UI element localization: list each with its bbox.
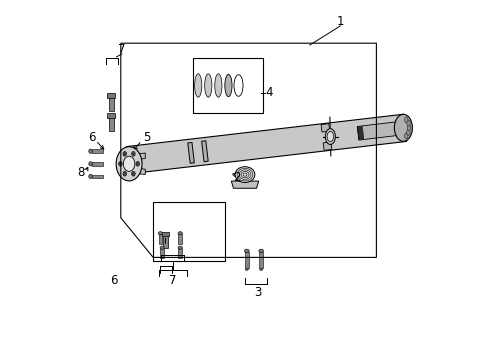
Bar xyxy=(92,149,103,153)
Ellipse shape xyxy=(132,152,135,156)
Ellipse shape xyxy=(327,131,334,141)
Polygon shape xyxy=(202,141,208,162)
Ellipse shape xyxy=(407,125,411,131)
Ellipse shape xyxy=(205,74,212,97)
Text: 8: 8 xyxy=(77,166,85,179)
Polygon shape xyxy=(126,114,407,174)
Ellipse shape xyxy=(119,161,122,166)
Polygon shape xyxy=(321,124,330,132)
Bar xyxy=(163,235,168,248)
Ellipse shape xyxy=(160,246,164,249)
Text: 1: 1 xyxy=(337,15,344,28)
Ellipse shape xyxy=(404,117,408,122)
Polygon shape xyxy=(323,142,332,150)
Ellipse shape xyxy=(89,149,92,153)
Ellipse shape xyxy=(89,174,92,179)
Ellipse shape xyxy=(407,120,410,126)
Text: 6: 6 xyxy=(88,131,96,144)
Ellipse shape xyxy=(123,171,126,176)
Ellipse shape xyxy=(132,171,135,176)
Text: 4: 4 xyxy=(266,86,273,99)
Polygon shape xyxy=(231,181,259,188)
Bar xyxy=(178,248,182,258)
Ellipse shape xyxy=(195,74,202,97)
Ellipse shape xyxy=(123,156,135,171)
Ellipse shape xyxy=(245,249,249,253)
Ellipse shape xyxy=(123,152,126,156)
Bar xyxy=(245,252,248,268)
Bar xyxy=(159,234,162,244)
Bar xyxy=(162,232,170,236)
Polygon shape xyxy=(131,153,145,160)
Ellipse shape xyxy=(325,129,335,144)
Polygon shape xyxy=(357,122,399,140)
Bar xyxy=(178,234,182,244)
Text: 3: 3 xyxy=(254,286,261,299)
Bar xyxy=(109,117,114,131)
Bar xyxy=(107,93,116,98)
Ellipse shape xyxy=(178,246,182,249)
Bar xyxy=(92,175,103,178)
Bar xyxy=(109,96,114,111)
Ellipse shape xyxy=(245,268,248,271)
Ellipse shape xyxy=(178,232,182,235)
Bar xyxy=(160,248,164,258)
Ellipse shape xyxy=(260,268,263,271)
Text: 7: 7 xyxy=(118,43,125,56)
Polygon shape xyxy=(188,143,195,163)
Ellipse shape xyxy=(215,74,222,97)
Bar xyxy=(193,58,263,113)
Ellipse shape xyxy=(225,74,232,97)
Ellipse shape xyxy=(235,167,255,183)
Ellipse shape xyxy=(259,249,264,253)
Ellipse shape xyxy=(136,161,140,166)
Bar xyxy=(92,162,103,166)
Text: 7: 7 xyxy=(169,274,177,287)
Ellipse shape xyxy=(394,114,413,141)
Ellipse shape xyxy=(116,147,142,181)
Ellipse shape xyxy=(89,162,92,166)
Text: 6: 6 xyxy=(110,274,117,287)
Text: 5: 5 xyxy=(144,131,151,144)
Text: 2: 2 xyxy=(233,171,241,184)
Polygon shape xyxy=(131,167,145,175)
Bar xyxy=(259,252,263,268)
Ellipse shape xyxy=(404,133,408,139)
Bar xyxy=(107,113,116,118)
Ellipse shape xyxy=(158,232,163,235)
Ellipse shape xyxy=(407,130,410,135)
Bar xyxy=(153,202,225,261)
